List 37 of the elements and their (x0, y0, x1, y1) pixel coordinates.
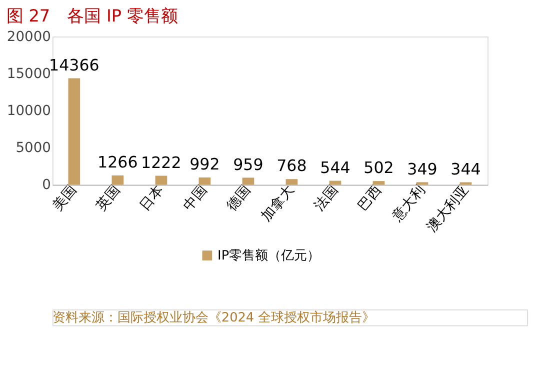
x-tick-label: 法国 (311, 182, 342, 214)
data-label: 349 (407, 159, 438, 178)
chart-title: 图 27 各国 IP 零售额 (6, 6, 178, 26)
bar (372, 181, 385, 185)
text: 资料来源：国际授权业协会《2024 全球授权市场报告》 (52, 310, 376, 326)
x-tick-label: 德国 (224, 182, 254, 214)
data-label: 1266 (98, 152, 138, 172)
data-label: 544 (320, 158, 350, 177)
x-tick-label: 中国 (180, 182, 211, 214)
data-label: 502 (364, 158, 394, 178)
bar (112, 175, 124, 185)
y-tick-label: 5000 (16, 140, 51, 156)
x-tick-label: 日本 (137, 182, 168, 214)
data-label: 1222 (141, 152, 182, 172)
data-label: 959 (233, 154, 264, 174)
y-tick-label: 0 (42, 177, 51, 194)
bar (416, 182, 428, 185)
x-tick-label: 加拿大 (258, 182, 298, 225)
bar (460, 182, 472, 185)
x-tick-label: 美国 (50, 182, 80, 214)
data-label: 14366 (49, 55, 100, 74)
bar (155, 176, 168, 185)
x-tick-label: 意大利 (388, 182, 428, 226)
x-tick-label: 巴西 (354, 182, 385, 214)
y-tick-label: 15000 (6, 66, 51, 82)
data-label: 992 (190, 154, 220, 174)
y-tick-label: 20000 (6, 28, 51, 45)
data-label: 768 (276, 156, 307, 176)
bar (242, 178, 254, 185)
legend-label: IP零售额（亿元） (218, 248, 320, 264)
bar (198, 177, 211, 185)
x-tick-label: 英国 (94, 182, 124, 214)
bar (286, 179, 298, 185)
bar (68, 78, 80, 185)
data-label: 344 (450, 159, 481, 178)
y-tick-label: 10000 (6, 103, 51, 120)
bar (329, 180, 342, 185)
